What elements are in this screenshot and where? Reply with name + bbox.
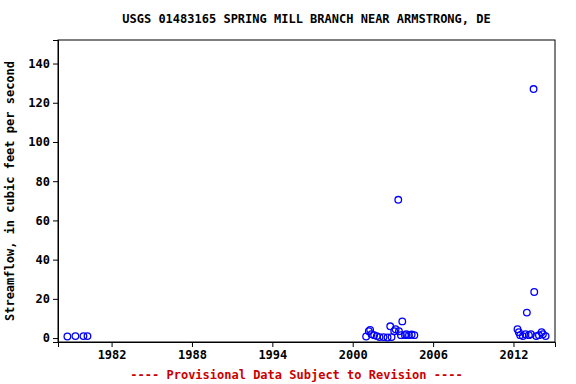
y-axis-title: Streamflow, in cubic feet per second [3,61,17,321]
data-point [84,333,91,340]
x-axis-line [59,343,556,348]
y-tick-mark [53,260,58,261]
y-tick-mark [53,338,58,339]
x-tick-label: 2006 [419,348,448,362]
y-tick: 100 [28,135,58,149]
x-tick: 2006 [419,342,448,362]
y-tick-label: 0 [43,331,50,345]
points [64,86,549,341]
y-tick: 40 [36,253,58,267]
y-tick: 140 [28,57,58,71]
caption: ---- Provisional Data Subject to Revisio… [130,368,462,382]
x-tick-mark [112,342,113,347]
x-tick-label: 1994 [258,348,287,362]
y-tick: 20 [36,292,58,306]
x-tick-mark [192,342,193,347]
plot-frame [58,40,555,342]
x-tick-mark [513,342,514,347]
data-point [395,197,402,204]
y-tick-label: 40 [36,253,50,267]
x-tick-mark [272,342,273,347]
x-tick: 2012 [500,342,529,362]
y-tick-label: 80 [36,175,50,189]
x-tick: 1994 [258,342,287,362]
y-axis-line [53,41,59,343]
y-tick: 60 [36,214,58,228]
data-point [399,318,406,325]
data-point [542,333,549,340]
x-tick-label: 2000 [339,348,368,362]
y-tick-mark [53,220,58,221]
y-axis: 0 20 40 60 80 100 120 140 [28,41,58,346]
data-point [531,289,538,296]
y-tick-mark [53,299,58,300]
data-point [411,332,418,339]
chart: 1982 1988 1994 2000 2006 2012 0 20 40 60 80 100 120 1… [0,0,576,384]
data-point [64,333,71,340]
y-tick-label: 60 [36,214,50,228]
x-tick-label: 1988 [178,348,207,362]
x-tick-label: 1982 [98,348,127,362]
y-tick: 80 [36,175,58,189]
data-point [72,333,79,340]
x-tick: 1988 [178,342,207,362]
x-tick: 2000 [339,342,368,362]
data-point [530,86,537,93]
y-tick-mark [53,64,58,65]
x-tick: 1982 [98,342,127,362]
y-tick-label: 100 [28,135,50,149]
y-tick-mark [53,181,58,182]
x-tick-mark [433,342,434,347]
y-tick-mark [53,103,58,104]
x-tick-mark [353,342,354,347]
y-tick-label: 120 [28,96,50,110]
data-point [524,309,531,316]
y-tick: 0 [43,331,58,345]
y-tick: 120 [28,96,58,110]
title: USGS 01483165 SPRING MILL BRANCH NEAR AR… [122,12,490,26]
y-tick-label: 20 [36,292,50,306]
x-axis: 1982 1988 1994 2000 2006 2012 [59,342,556,362]
y-tick-label: 140 [28,57,50,71]
y-tick-mark [53,142,58,143]
x-tick-label: 2012 [500,348,529,362]
